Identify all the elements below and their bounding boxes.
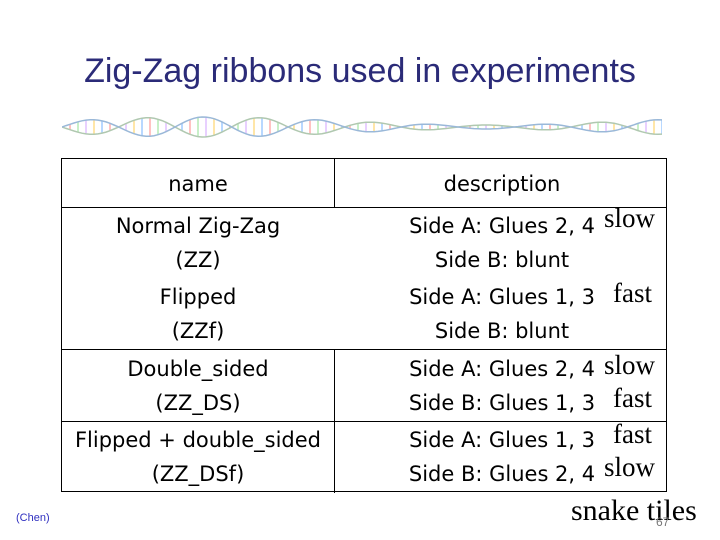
speed-label: slow — [604, 452, 656, 482]
row-divider — [62, 421, 666, 422]
slide-title: Zig-Zag ribbons used in experiments — [84, 52, 636, 90]
speed-label: slow — [604, 350, 656, 380]
speed-label: fast — [613, 419, 652, 449]
row-divider — [62, 349, 666, 350]
header-divider — [62, 207, 666, 208]
snake-tiles-label: snake tiles — [571, 494, 697, 527]
table-row-name: Normal Zig-Zag (ZZ) — [115, 214, 281, 272]
speed-label: fast — [613, 383, 652, 413]
column-divider — [334, 159, 335, 207]
speed-label: fast — [613, 278, 652, 308]
table-row-name: Flipped (ZZf) — [159, 285, 237, 343]
header-description: description — [443, 172, 561, 196]
table-row-description: Side A: Glues 1, 3 Side B: Glues 2, 4 — [408, 428, 596, 486]
page-number: 67 — [656, 515, 670, 529]
dna-helix-banner — [62, 116, 662, 138]
table-row-name: Flipped + double_sided (ZZ_DSf) — [74, 428, 322, 486]
table-row-description: Side A: Glues 1, 3 Side B: blunt — [409, 285, 595, 343]
author-credit: (Chen) — [16, 512, 50, 524]
speed-label: slow — [604, 203, 656, 233]
header-name: name — [168, 172, 228, 196]
table-row-name: Double_sided (ZZ_DS) — [127, 357, 269, 415]
column-divider — [334, 349, 335, 493]
table-row-description: Side A: Glues 2, 4 Side B: blunt — [409, 214, 595, 272]
table-row-description: Side A: Glues 2, 4 Side B: Glues 1, 3 — [408, 357, 596, 415]
ribbon-table: name description Normal Zig-Zag (ZZ) Side… — [61, 158, 667, 493]
